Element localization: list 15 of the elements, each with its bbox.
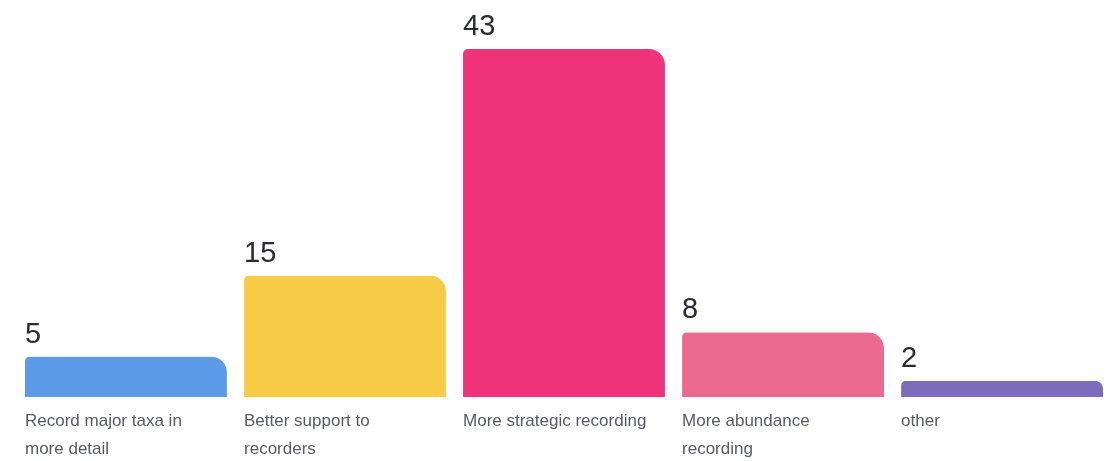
data-label: 2 xyxy=(901,340,918,373)
bar xyxy=(25,356,227,397)
data-label: 8 xyxy=(682,292,699,325)
x-tick-label: Record major taxa in more detail xyxy=(25,411,182,458)
x-tick-label: More abundance recording xyxy=(682,411,810,458)
x-tick-label: More strategic recording xyxy=(463,411,647,430)
data-label: 43 xyxy=(463,9,496,41)
data-label: 5 xyxy=(25,316,42,349)
bar xyxy=(244,275,446,397)
bar xyxy=(901,380,1103,397)
x-tick-label: other xyxy=(901,411,941,430)
x-tick-label: Better support to recorders xyxy=(244,411,370,458)
bar xyxy=(682,332,884,397)
bar xyxy=(463,49,665,397)
data-label: 15 xyxy=(244,235,277,268)
